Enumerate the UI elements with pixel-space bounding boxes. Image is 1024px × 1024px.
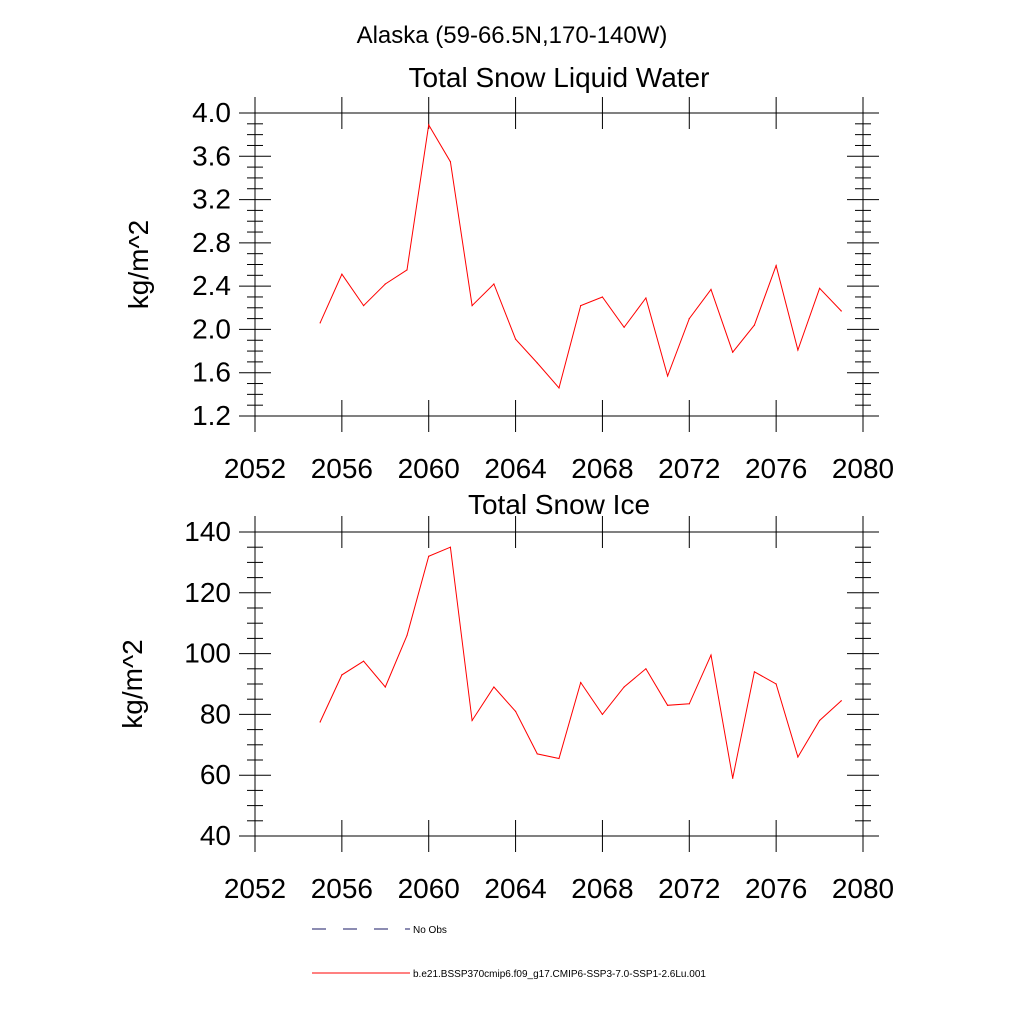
y-axis-label: kg/m^2	[117, 639, 148, 728]
y-tick-label: 60	[200, 759, 231, 790]
series-line	[319, 123, 842, 389]
x-tick-label: 2080	[832, 453, 894, 484]
data-point	[319, 721, 321, 723]
x-tick-label: 2068	[571, 873, 633, 904]
plot-frame	[254, 531, 864, 837]
x-tick-label: 2072	[658, 873, 720, 904]
data-point	[493, 283, 495, 285]
data-point	[818, 719, 821, 722]
data-point	[710, 288, 712, 290]
y-tick-label: 3.6	[192, 140, 231, 171]
data-point	[384, 686, 386, 688]
data-point	[514, 338, 517, 340]
data-point	[666, 704, 669, 706]
data-point	[775, 683, 777, 685]
data-point	[645, 668, 647, 670]
data-point	[753, 324, 756, 326]
data-point	[666, 375, 669, 377]
x-tick-label: 2080	[832, 873, 894, 904]
data-point	[428, 555, 430, 557]
data-point	[840, 310, 842, 312]
y-axis-label: kg/m^2	[123, 220, 154, 309]
y-tick-label: 120	[184, 577, 231, 608]
x-tick-label: 2056	[311, 453, 373, 484]
data-point	[645, 297, 647, 299]
y-tick-label: 2.8	[192, 227, 231, 258]
x-tick-label: 2076	[745, 873, 807, 904]
y-tick-label: 3.2	[192, 184, 231, 215]
data-point	[558, 757, 560, 760]
data-point	[449, 161, 452, 163]
data-point	[471, 719, 473, 722]
data-point	[362, 305, 365, 307]
panel-snow-liquid-water: Total Snow Liquid Water kg/m^2 2052 2056 206…	[123, 62, 894, 484]
x-tick-label: 2052	[224, 873, 286, 904]
data-point	[797, 349, 799, 351]
y-tick-label: 4.0	[192, 97, 231, 128]
data-point	[753, 671, 756, 673]
x-tick-label: 2068	[571, 453, 633, 484]
legend-model-label: b.e21.BSSP370cmip6.f09_g17.CMIP6-SSP3-7.…	[413, 969, 706, 980]
data-point	[623, 326, 625, 328]
data-point	[580, 681, 582, 684]
y-tick-label: 1.6	[192, 357, 231, 388]
x-tick-label: 2064	[484, 873, 546, 904]
chart-title: Total Snow Ice	[468, 489, 650, 520]
data-point	[449, 546, 452, 548]
x-tick-label: 2072	[658, 453, 720, 484]
series-line	[319, 546, 842, 779]
data-point	[536, 362, 538, 364]
y-tick-label: 80	[200, 698, 231, 729]
plot-frame	[254, 112, 864, 417]
data-point	[732, 777, 734, 779]
data-point	[362, 660, 365, 662]
data-point	[840, 700, 842, 702]
data-point	[384, 283, 386, 285]
legend-no-obs-label: No Obs	[413, 925, 447, 936]
y-tick-label: 40	[200, 820, 231, 851]
data-point	[797, 756, 799, 758]
data-point	[558, 387, 560, 389]
y-tick-label: 100	[184, 638, 231, 669]
data-point	[601, 296, 604, 298]
y-tick-label: 1.2	[192, 400, 231, 431]
legend: No Obs b.e21.BSSP370cmip6.f09_g17.CMIP6-…	[312, 925, 706, 980]
data-point	[623, 686, 625, 688]
data-point	[428, 124, 430, 126]
data-point	[493, 686, 495, 688]
x-tick-label: 2060	[398, 873, 460, 904]
x-tick-label: 2052	[224, 453, 286, 484]
data-point	[580, 305, 582, 307]
data-point	[688, 318, 690, 320]
data-point	[471, 305, 473, 307]
x-tick-label: 2064	[484, 453, 546, 484]
data-point	[818, 287, 821, 289]
data-point	[341, 674, 343, 676]
data-point	[406, 634, 408, 636]
x-tick-label: 2056	[311, 873, 373, 904]
figure-title: Alaska (59-66.5N,170-140W)	[357, 22, 668, 49]
data-point	[341, 273, 343, 275]
data-point	[536, 753, 538, 755]
panel-snow-ice: Total Snow Ice kg/m^2 2052 2056 2060 2064 2068…	[117, 489, 894, 904]
data-point	[406, 269, 408, 271]
data-point	[319, 322, 321, 324]
chart-title: Total Snow Liquid Water	[409, 62, 710, 93]
data-point	[688, 703, 690, 705]
data-point	[710, 654, 712, 656]
data-point	[775, 264, 777, 267]
y-tick-label: 2.4	[192, 270, 231, 301]
data-point	[732, 351, 734, 353]
x-tick-label: 2060	[398, 453, 460, 484]
data-point	[514, 710, 517, 712]
y-tick-label: 140	[184, 516, 231, 547]
data-point	[601, 713, 604, 716]
x-tick-label: 2076	[745, 453, 807, 484]
y-tick-label: 2.0	[192, 313, 231, 344]
